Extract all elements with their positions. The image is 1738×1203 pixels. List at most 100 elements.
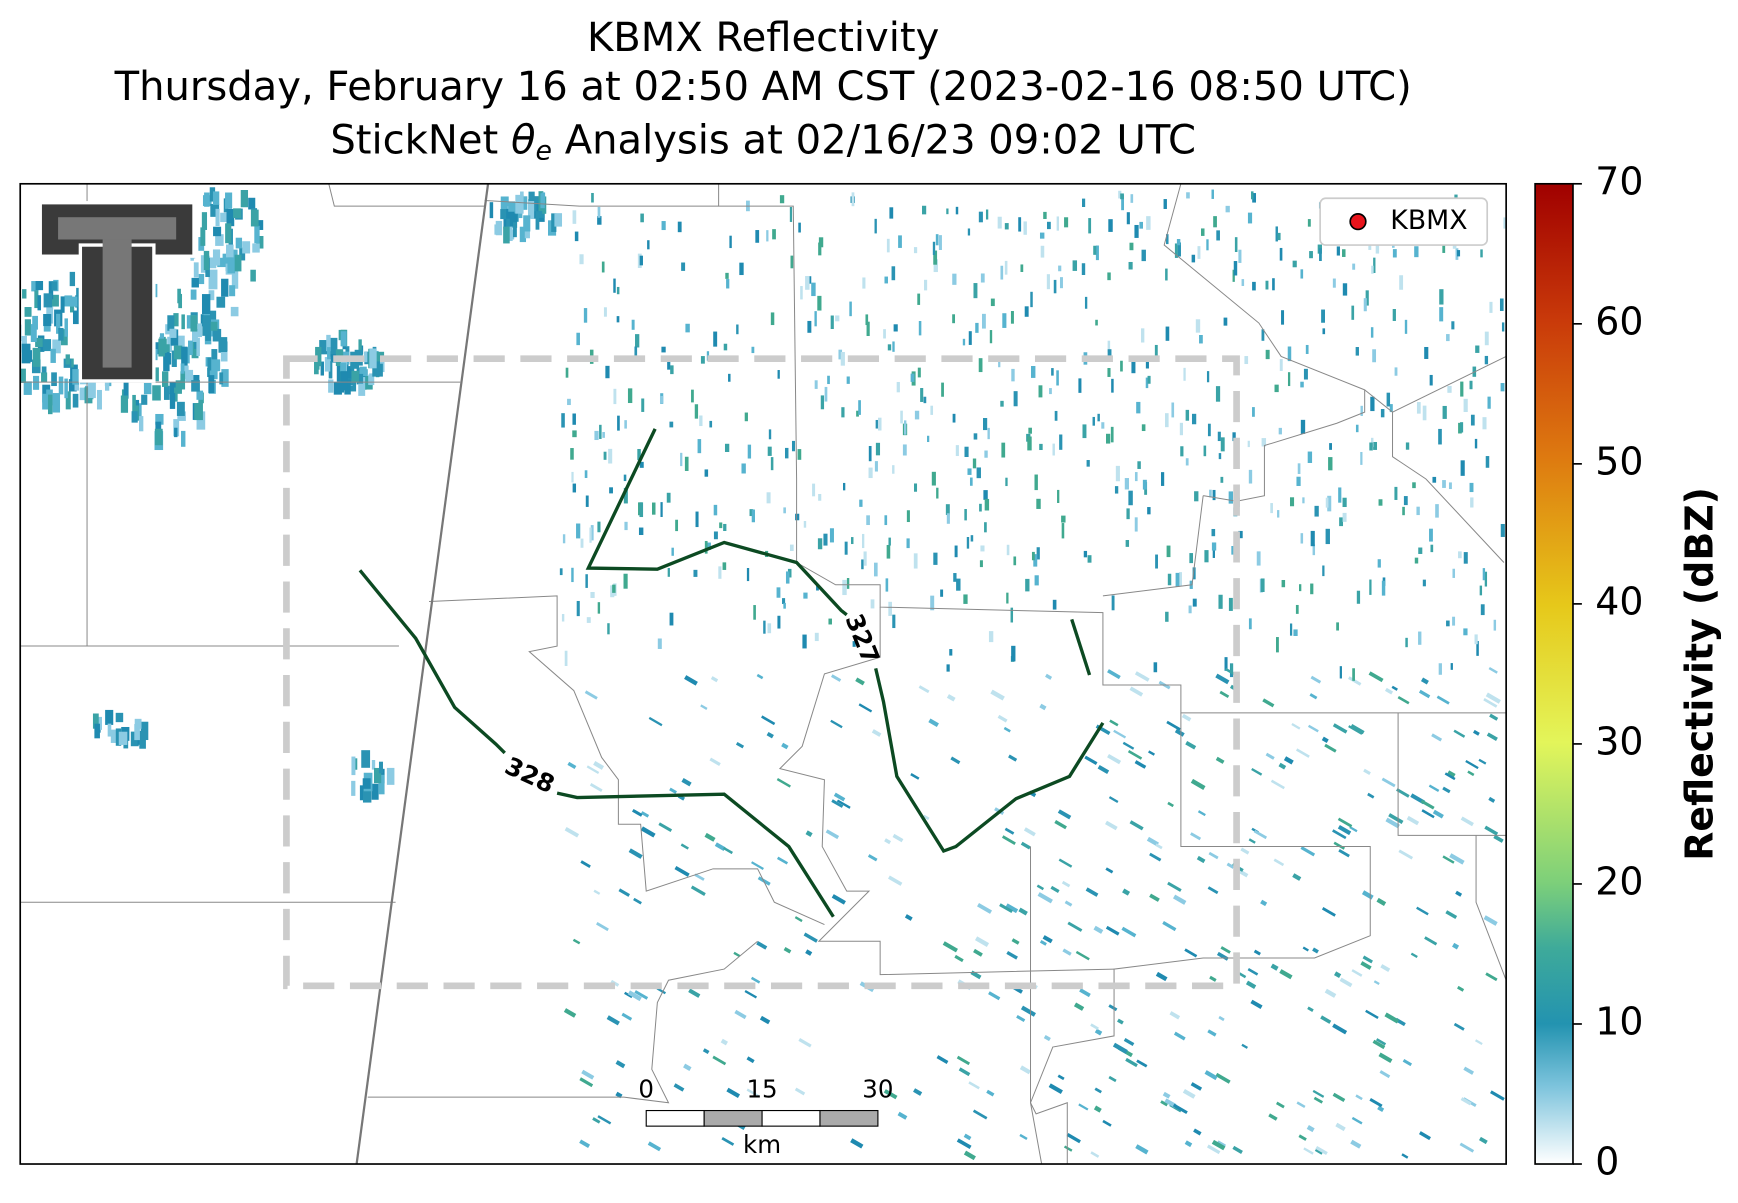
radar-echo (48, 281, 54, 300)
county-line (1475, 835, 1507, 981)
radar-echo (866, 515, 870, 526)
radar-echo (1442, 786, 1451, 794)
radar-echo (1224, 657, 1228, 671)
radar-echo (1365, 290, 1369, 306)
radar-echo (65, 354, 70, 365)
radar-echo (1135, 1144, 1149, 1155)
radar-echo (1011, 938, 1020, 945)
radar-echo (1078, 1103, 1089, 1111)
radar-echo (904, 420, 907, 435)
radar-echo (1475, 1039, 1483, 1046)
radar-echo (1147, 375, 1151, 384)
radar-echo (859, 499, 863, 507)
radar-echo (212, 328, 222, 342)
radar-echo (688, 988, 701, 998)
radar-echo (1277, 232, 1281, 241)
radar-echo (681, 262, 686, 271)
radar-echo (920, 388, 924, 402)
radar-echo (720, 1038, 728, 1046)
radar-echo (1063, 1145, 1073, 1152)
radar-echo (800, 286, 803, 300)
radar-echo (169, 382, 178, 395)
radar-echo (1234, 237, 1238, 253)
radar-echo (1185, 458, 1189, 466)
radar-echo (680, 843, 689, 850)
radar-echo (1386, 392, 1391, 407)
radar-echo (1147, 507, 1151, 515)
radar-echo (789, 206, 793, 222)
radar-echo (15, 300, 20, 309)
radar-echo (1278, 762, 1287, 770)
radar-echo (593, 761, 605, 770)
radar-echo (870, 599, 875, 609)
radar-echo (1134, 671, 1150, 682)
radar-echo (1339, 977, 1353, 988)
radar-echo (72, 393, 79, 408)
radar-echo (963, 1133, 972, 1141)
scale-segment (819, 1109, 879, 1127)
radar-echo (1342, 283, 1348, 296)
radar-echo (1019, 1065, 1031, 1075)
radar-echo (1155, 971, 1168, 982)
radar-echo (1332, 278, 1336, 288)
radar-echo (952, 413, 956, 423)
map-frame (19, 182, 1507, 1165)
radar-echo (851, 192, 855, 207)
radar-echo (1137, 461, 1141, 469)
radar-echo (1213, 216, 1217, 228)
radar-echo (132, 394, 136, 413)
radar-echo (710, 676, 719, 683)
radar-echo (1211, 189, 1214, 199)
radar-echo (358, 339, 362, 354)
radar-echo (1352, 668, 1355, 681)
radar-echo (1418, 547, 1423, 554)
radar-echo (1421, 809, 1435, 819)
radar-echo (1270, 503, 1273, 514)
radar-echo (134, 718, 142, 729)
radar-echo (1106, 433, 1111, 444)
radar-echo (222, 253, 228, 264)
radar-echo (999, 903, 1013, 914)
radar-echo (1484, 331, 1489, 346)
radar-echo (1460, 422, 1464, 433)
title-symbol: θ (511, 118, 536, 164)
radar-echo (1087, 555, 1092, 563)
radar-echo (208, 269, 218, 290)
radar-echo (1473, 729, 1480, 736)
radar-echo (1018, 217, 1022, 232)
county-line (778, 607, 1115, 976)
radar-echo (827, 375, 830, 385)
radar-echo (833, 792, 846, 802)
radar-echo (1406, 815, 1420, 826)
radar-echo (1173, 1031, 1186, 1041)
radar-echo (892, 341, 895, 352)
county-line (1030, 846, 1068, 1165)
radar-echo (1148, 750, 1155, 756)
radar-echo (1412, 482, 1416, 489)
radar-echo (207, 367, 212, 378)
radar-echo (386, 767, 395, 785)
radar-echo (1212, 547, 1215, 558)
radar-echo (814, 311, 817, 327)
radar-echo (1127, 750, 1143, 760)
radar-echo (840, 352, 845, 366)
radar-echo (1403, 496, 1408, 506)
radar-echo (1163, 199, 1167, 209)
radar-echo (887, 344, 892, 351)
radar-echo (1325, 497, 1329, 508)
radar-echo (1001, 442, 1006, 458)
radar-echo (631, 319, 635, 330)
radar-echo (1223, 317, 1228, 326)
radar-echo (193, 262, 199, 278)
radar-echo (639, 255, 643, 266)
radar-echo (1388, 813, 1404, 825)
radar-echo (4, 317, 11, 332)
radar-echo (1351, 969, 1363, 977)
radar-echo (1381, 580, 1386, 596)
radar-echo (58, 376, 64, 395)
radar-echo (1171, 402, 1175, 418)
radar-echo (855, 677, 865, 686)
radar-echo (766, 731, 774, 739)
radar-echo (1463, 628, 1468, 636)
radar-echo (978, 211, 983, 223)
